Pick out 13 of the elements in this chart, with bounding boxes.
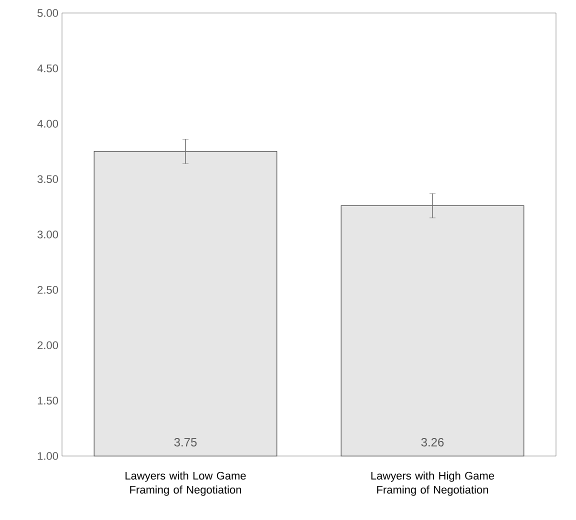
- y-tick-label: 2.00: [38, 341, 58, 350]
- y-tick-label: 2.50: [38, 286, 58, 294]
- y-tick-label: 4.00: [37, 120, 58, 128]
- y-tick-label: 1.50: [38, 396, 58, 405]
- y-tick-label: 3.50: [37, 175, 58, 184]
- y-tick-label: 3.00: [37, 230, 58, 238]
- x-tick-label: Lawyers with Low Game Framing of Negotiation: [126, 472, 246, 496]
- data-label: 3.75: [174, 438, 197, 446]
- x-tick-label: Lawyers with High Game Framing of Negotiation: [371, 472, 494, 496]
- data-label: 3.26: [421, 438, 444, 446]
- y-tick-label: 1.00: [38, 452, 58, 460]
- y-tick-label: 5.00: [37, 9, 58, 17]
- y-tick-label: 4.50: [37, 64, 58, 72]
